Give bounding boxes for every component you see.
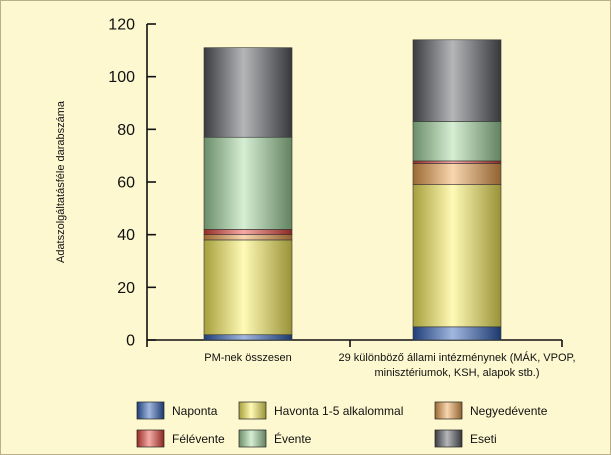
bar-segment-evente — [203, 136, 293, 230]
bar-segment-felevente — [412, 160, 502, 164]
y-axis-label: Adatszolgáltatásféle darabszáma — [55, 100, 67, 263]
legend-label-felevente: Félévente — [172, 432, 225, 446]
bar-segment-naponta — [412, 326, 502, 341]
legend: Naponta Havonta 1-5 alkalommal Negyedévent… — [136, 401, 548, 448]
x-category-label: minisztériumok, KSH, alapok stb.) — [374, 367, 539, 379]
x-category-label: PM-nek összesen — [204, 352, 291, 364]
labels: 0 20 40 60 80 100 120 Adatszolgáltatásféle dara… — [55, 17, 576, 380]
legend-label-havonta-1-5-alkalommal: Havonta 1-5 alkalommal — [274, 404, 403, 418]
legend-label-negyedevente: Negyedévente — [470, 404, 548, 418]
legend-label-eseti: Eseti — [470, 432, 497, 446]
y-tick-label: 80 — [117, 122, 135, 139]
legend-swatch-eseti — [434, 429, 463, 448]
bar-segment-naponta — [203, 334, 293, 341]
bar-segment-felevente — [203, 229, 293, 235]
x-category-label: 29 különböző állami intézménynek (MÁK, V… — [338, 351, 575, 364]
y-tick-label: 120 — [108, 17, 135, 34]
y-tick-label: 60 — [117, 175, 135, 192]
bars — [203, 39, 502, 341]
y-tick-label: 40 — [117, 227, 135, 244]
bar-segment-negyedevente — [203, 234, 293, 241]
y-tick-label: 0 — [126, 333, 135, 350]
bar-segment-negyedevente — [412, 163, 502, 185]
y-tick-label: 100 — [108, 69, 135, 86]
bar-segment-havonta-1-5-alkalommal — [412, 184, 502, 328]
legend-swatch-felevente — [136, 429, 165, 448]
legend-swatch-havonta-1-5-alkalommal — [238, 401, 267, 420]
y-tick-label: 20 — [117, 280, 135, 297]
bar-segment-evente — [412, 121, 502, 162]
legend-swatch-evente — [238, 429, 267, 448]
legend-label-evente: Évente — [274, 431, 312, 446]
legend-swatch-negyedevente — [434, 401, 463, 420]
bar-segment-eseti — [412, 39, 502, 122]
legend-swatch-naponta — [136, 401, 165, 420]
bar-segment-havonta-1-5-alkalommal — [203, 239, 293, 336]
bar-segment-eseti — [203, 47, 293, 138]
legend-label-naponta: Naponta — [172, 404, 218, 418]
